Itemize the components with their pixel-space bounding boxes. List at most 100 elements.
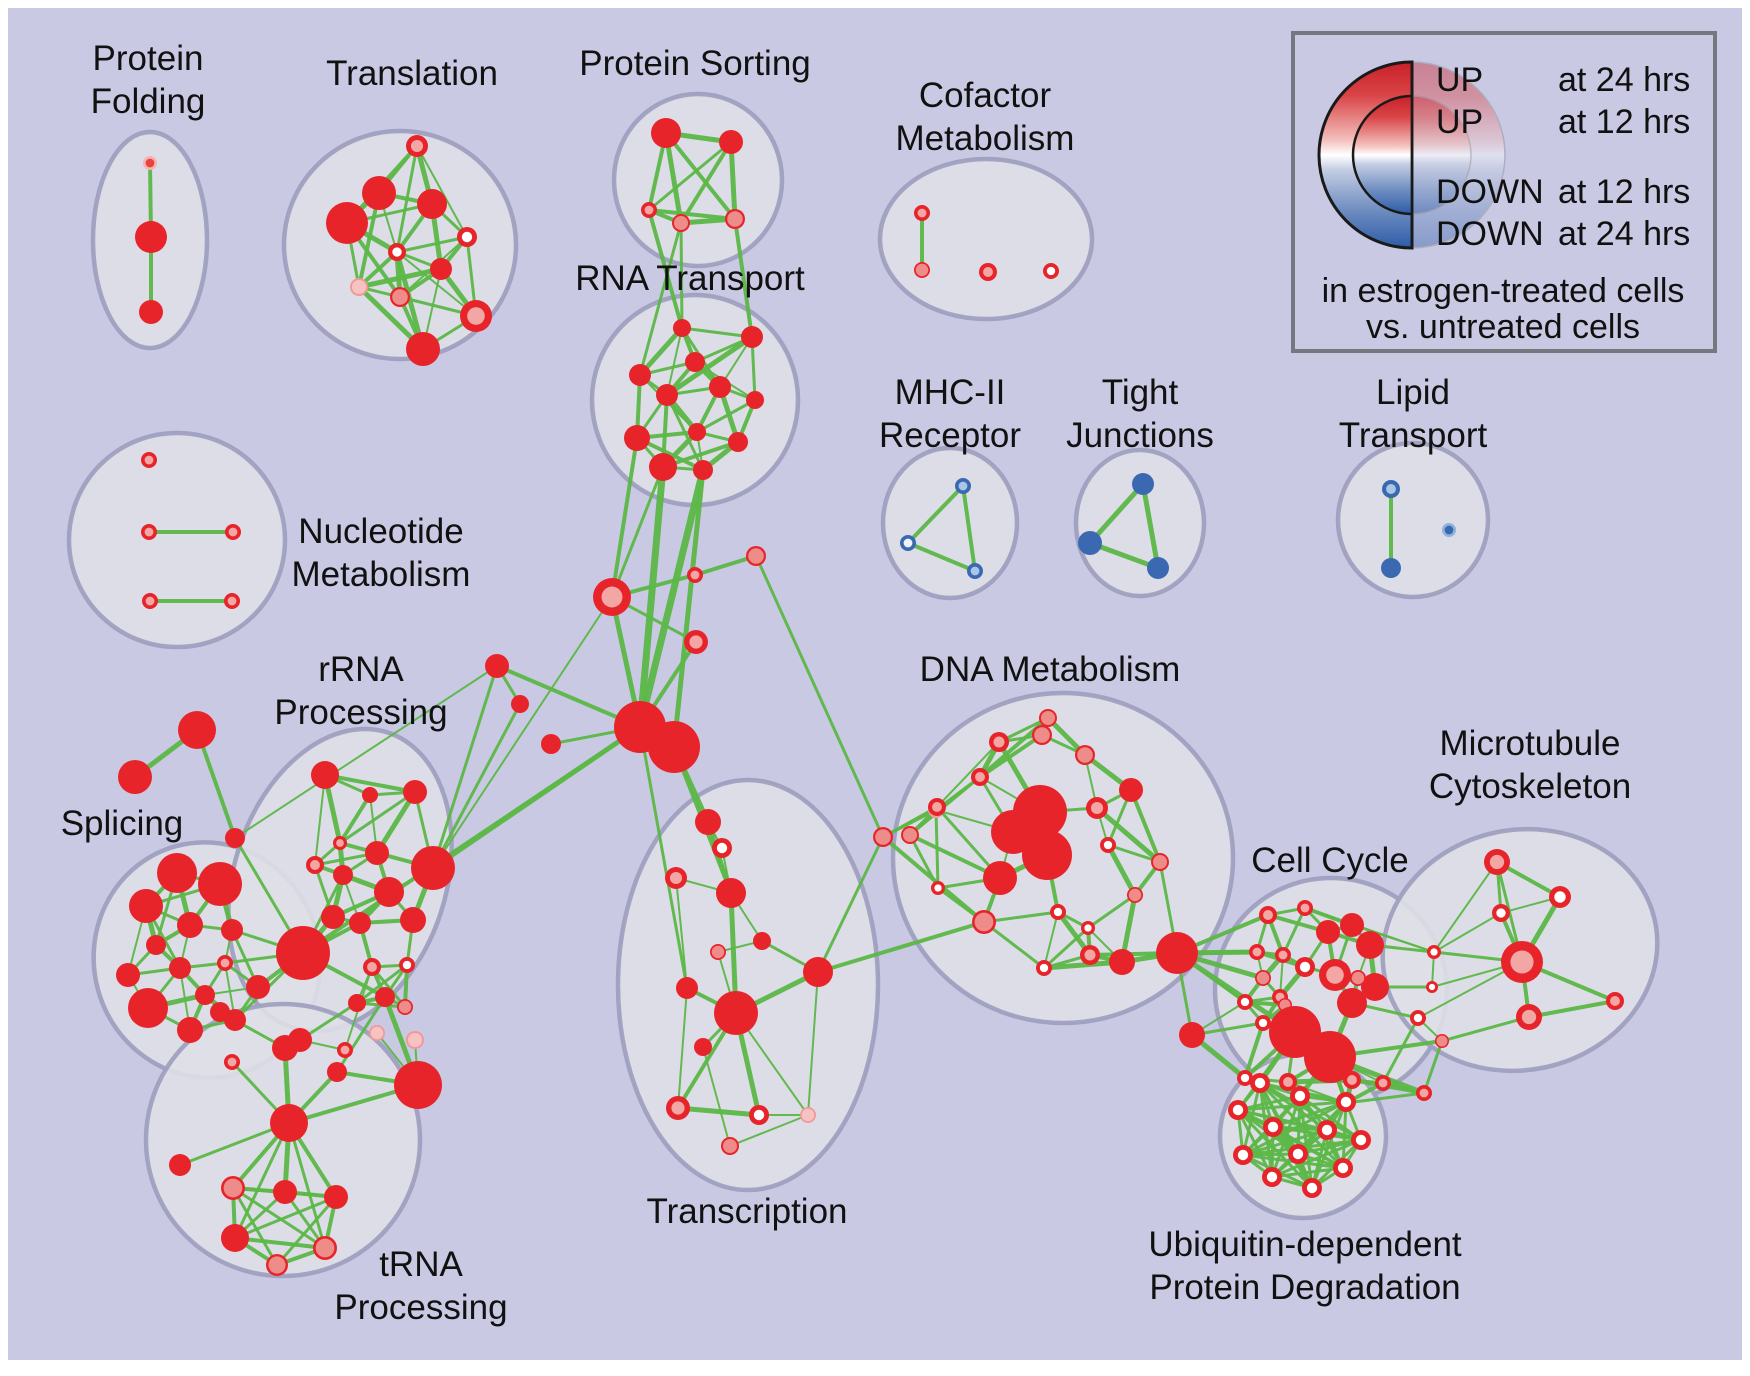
node-center-whitering: [1430, 948, 1438, 956]
edge-transcription: [729, 1114, 809, 1147]
node-red: [651, 118, 681, 148]
edge-protein-sorting: [728, 139, 738, 222]
node-center-whitering: [1340, 1096, 1352, 1108]
cluster-label-ubiquitin-degradation: Ubiquitin-dependent: [1148, 1225, 1462, 1264]
node-center-whitering: [753, 1109, 765, 1121]
bridge-edge: [671, 467, 706, 750]
node-center-whitering: [1240, 997, 1250, 1007]
bridge-edge: [636, 466, 707, 731]
edge-dna-metabolism: [982, 920, 1046, 970]
bridge-edge: [610, 436, 639, 599]
node-center-lightpink: [801, 1108, 815, 1122]
cluster-label-protein-folding: Protein: [93, 39, 204, 78]
node-red: [403, 780, 427, 804]
edge-transcription: [677, 987, 688, 1109]
labels-layer: Protein Folding Translation Protein Sorting…: [61, 39, 1631, 1327]
edge-ubiquitin-degradation: [1236, 1100, 1348, 1112]
node-red: [714, 991, 758, 1035]
bridge-edge: [816, 835, 885, 974]
node-red: [1179, 1022, 1205, 1048]
edge-trna-processing: [287, 1121, 327, 1250]
node-center-pinkring: [1090, 801, 1104, 815]
node-red: [178, 711, 216, 749]
node-red: [648, 721, 700, 773]
node-center-pinkring: [975, 772, 985, 782]
edge-trna-processing: [231, 1186, 279, 1267]
cluster-ellipse-transcription: [615, 777, 881, 1193]
node-center-whitering: [1496, 908, 1506, 918]
node-center-pinkring: [410, 139, 424, 153]
nodes-layer: [116, 118, 1624, 1276]
node-red: [135, 221, 167, 253]
edge-dna-metabolism: [1086, 893, 1137, 930]
edge-ubiquitin-degradation: [1296, 1138, 1363, 1156]
node-red: [362, 787, 378, 803]
node-red: [541, 734, 561, 754]
node-center-pinkring: [1278, 950, 1288, 960]
node-center-whitering: [1292, 1148, 1304, 1160]
node-center-pinkring: [1347, 1075, 1357, 1085]
node-red: [406, 332, 440, 366]
node-red: [177, 912, 203, 938]
node-center-pinkring: [144, 455, 154, 465]
node-center-whitering: [1039, 963, 1049, 973]
node-red: [1119, 778, 1143, 802]
node-center-pink: [1034, 727, 1050, 743]
node-red: [327, 1062, 347, 1082]
edge-microtubule-cytoskeleton: [1433, 861, 1498, 953]
legend-time-label-0: at 24 hrs: [1558, 61, 1690, 99]
cluster-label-rna-transport: RNA Transport: [575, 259, 805, 298]
node-center-pink: [392, 289, 408, 305]
node-center-pinkring: [1084, 949, 1096, 961]
bridge-edge: [1422, 1039, 1444, 1095]
node-red: [321, 905, 345, 929]
node-red: [139, 300, 163, 324]
bridge-edge: [1381, 1016, 1420, 1085]
node-center-whitering: [1554, 891, 1566, 903]
node-red: [221, 919, 243, 941]
node-center-whitering: [1306, 1182, 1318, 1194]
cluster-label-protein-folding: Folding: [91, 82, 206, 121]
node-red: [270, 1104, 308, 1142]
bridge-edge: [733, 217, 754, 339]
edge-dna-metabolism: [1105, 842, 1138, 898]
edge-trna-processing: [231, 1186, 327, 1250]
node-center-whitering: [1258, 1018, 1268, 1028]
edge-rna-transport: [680, 326, 754, 339]
node-blue: [1078, 531, 1102, 555]
edge-rrna-processing: [314, 774, 326, 866]
edge-translation: [396, 251, 477, 317]
node-center-pinkring: [228, 527, 238, 537]
cluster-label-dna-metabolism: DNA Metabolism: [920, 650, 1181, 689]
legend-direction-label-0: UP: [1436, 61, 1483, 99]
cluster-label-nucleotide-metabolism: Nucleotide: [298, 512, 463, 551]
cluster-ellipse-mhc-ii-receptor: [880, 445, 1020, 601]
node-center-whitering: [1428, 983, 1436, 991]
node-center-pink: [1128, 888, 1142, 902]
bridge-edge: [754, 554, 885, 839]
cluster-ellipse-nucleotide-metabolism: [66, 430, 288, 650]
edge-dna-metabolism: [1129, 788, 1162, 864]
edge-transcription: [702, 1046, 731, 1147]
node-red: [157, 853, 197, 893]
cluster-label-mhc-ii-receptor: Receptor: [879, 416, 1021, 455]
node-red: [983, 861, 1017, 895]
edge-dna-metabolism: [1106, 843, 1162, 864]
edge-translation: [356, 266, 444, 290]
edge-cell-cycle: [1281, 906, 1307, 957]
edge-cell-cycle: [1243, 1021, 1265, 1080]
node-center-whitering: [1413, 1013, 1423, 1023]
node-red: [348, 994, 366, 1012]
node-red: [225, 828, 245, 848]
node-center-whitering: [1355, 1134, 1367, 1146]
node-center-whitering: [461, 231, 473, 243]
node-center-bluering: [958, 481, 968, 491]
edge-rrna-processing: [323, 773, 417, 794]
node-center-pink: [1152, 854, 1168, 870]
node-red: [629, 364, 651, 386]
node-center-pinkring: [340, 1045, 350, 1055]
cluster-label-cofactor-metabolism: Metabolism: [896, 119, 1075, 158]
node-red: [1340, 913, 1364, 937]
edge-rrna-processing: [338, 793, 372, 845]
